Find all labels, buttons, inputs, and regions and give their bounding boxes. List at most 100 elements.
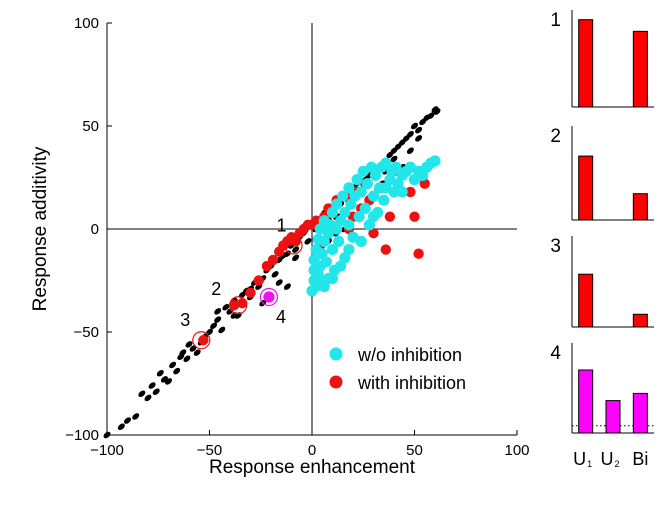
- data-point: [138, 390, 146, 398]
- data-point: [218, 326, 226, 334]
- legend-marker: [329, 375, 343, 389]
- data-point: [193, 349, 201, 356]
- bar: [578, 19, 594, 108]
- data-point: [333, 235, 345, 247]
- data-point: [367, 190, 380, 202]
- panel-label: 2: [550, 126, 561, 147]
- data-point: [245, 287, 256, 299]
- panel-label: 1: [550, 10, 561, 31]
- data-point: [355, 235, 367, 247]
- legend-label: with inhibition: [357, 373, 466, 393]
- bar: [605, 400, 621, 434]
- x-tick-label: −50: [197, 442, 222, 459]
- data-point: [198, 335, 209, 346]
- highlight-ring: [259, 287, 279, 307]
- highlight-label-1: 1: [277, 215, 287, 235]
- bar: [632, 313, 648, 328]
- data-point: [283, 283, 291, 290]
- highlight-label-3: 3: [180, 310, 190, 330]
- highlight-ring: [229, 296, 248, 315]
- series-3: [263, 291, 275, 303]
- bar: [632, 30, 648, 108]
- data-point: [433, 108, 441, 115]
- y-tick-label: 100: [74, 15, 99, 32]
- bar-panel-1: 1: [550, 10, 654, 108]
- data-point: [189, 345, 197, 352]
- y-tick-label: −50: [74, 324, 99, 341]
- data-point: [185, 341, 193, 348]
- data-point: [169, 361, 177, 369]
- data-point: [206, 328, 213, 336]
- data-point: [304, 238, 312, 245]
- data-point: [337, 190, 349, 202]
- data-point: [222, 304, 230, 311]
- data-point: [326, 272, 339, 285]
- data-point: [335, 260, 347, 272]
- panel-label: 3: [550, 236, 561, 257]
- data-point: [331, 198, 343, 210]
- x-tick-label: 100: [504, 442, 529, 459]
- data-point: [318, 281, 330, 293]
- data-point: [415, 135, 423, 142]
- panel-label: 4: [550, 343, 561, 364]
- data-point: [351, 173, 363, 186]
- y-axis-label: Response additivity: [30, 146, 51, 311]
- data-point: [214, 316, 222, 323]
- data-point: [380, 157, 392, 169]
- data-point: [396, 186, 408, 198]
- bar-panel-3: 3: [550, 236, 654, 328]
- data-point: [367, 211, 380, 223]
- data-point: [173, 367, 181, 375]
- data-point: [177, 353, 185, 360]
- bar-panel-4: 4: [550, 343, 654, 434]
- data-point: [405, 186, 416, 198]
- data-point: [429, 155, 441, 167]
- data-point: [368, 227, 379, 239]
- data-point: [132, 413, 140, 420]
- data-point: [253, 275, 264, 286]
- data-point: [369, 169, 382, 182]
- data-point: [210, 322, 218, 330]
- data-point: [361, 178, 373, 190]
- bar: [578, 273, 594, 328]
- y-tick-label: 0: [91, 221, 99, 238]
- y-tick-label: −100: [65, 427, 99, 444]
- data-point: [124, 417, 131, 424]
- data-point: [406, 130, 414, 138]
- highlight-ring: [284, 236, 303, 255]
- highlight-label-4: 4: [276, 307, 286, 327]
- highlight-ring: [192, 331, 211, 350]
- data-point: [380, 244, 391, 255]
- bar-x-tick-label: Bi: [632, 449, 648, 469]
- data-point: [117, 423, 125, 431]
- data-point: [343, 244, 355, 256]
- x-tick-label: 50: [406, 442, 423, 459]
- data-point: [165, 378, 172, 385]
- data-point: [183, 355, 191, 363]
- data-point: [320, 256, 332, 268]
- bar-panel-2: 2: [550, 126, 654, 221]
- bar: [632, 193, 648, 221]
- scatter-chart: −100 −50 0 50 100 −100 −50 0 50 100 Response enhan…: [30, 15, 530, 478]
- bar-x-tick-label: U1: [573, 449, 592, 469]
- data-point: [214, 308, 222, 315]
- data-point: [292, 246, 300, 253]
- data-point: [103, 431, 111, 439]
- data-point: [384, 211, 396, 222]
- data-point: [271, 271, 279, 278]
- data-point: [228, 300, 240, 311]
- y-tick-label: 50: [82, 118, 99, 135]
- data-point: [292, 254, 300, 262]
- data-point: [419, 178, 430, 189]
- data-point: [156, 369, 164, 377]
- bar: [578, 369, 594, 434]
- bar-panels: 1 2 3 4 U1 U2 Bi: [550, 10, 654, 469]
- legend-marker: [329, 347, 343, 361]
- highlight-label-2: 2: [211, 279, 221, 299]
- data-point: [326, 244, 339, 256]
- data-point: [343, 182, 355, 194]
- data-point: [152, 388, 160, 395]
- data-point: [427, 112, 435, 119]
